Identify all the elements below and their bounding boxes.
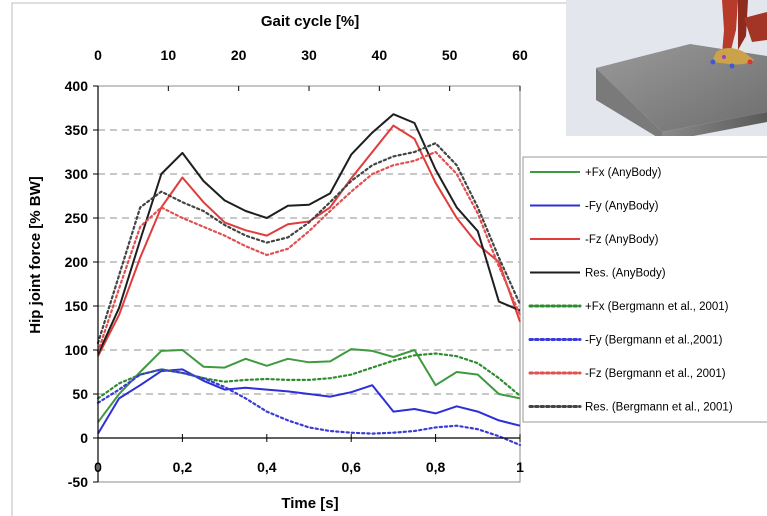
legend-label-3: Res. (AnyBody)	[585, 268, 666, 280]
y-axis-title: Hip joint force [% BW]	[27, 176, 44, 334]
y-tick-label-6: 250	[65, 210, 89, 226]
series-line-fz-bergmann-et-al-2001	[96, 150, 522, 353]
series-line-res-anybody	[97, 113, 521, 355]
legend-label-6: -Fz (Bergmann et al., 2001)	[585, 368, 726, 380]
y-tick-label-9: 400	[65, 78, 89, 94]
y-tick-label-2: 50	[72, 386, 88, 402]
x2-tick-label-4: 40	[372, 47, 388, 63]
legend-label-1: -Fy (AnyBody)	[585, 201, 659, 213]
axes	[93, 85, 521, 483]
x2-tick-label-2: 20	[231, 47, 247, 63]
legend-label-5: -Fy (Bergmann et al.,2001)	[585, 335, 723, 347]
y-tick-label-7: 300	[65, 166, 89, 182]
x-tick-label-4: 0,8	[426, 459, 446, 475]
x-tick-label-2: 0,4	[257, 459, 277, 475]
series-layer	[96, 113, 522, 447]
x-tick-label-0: 0	[94, 459, 102, 475]
x2-tick-label-5: 50	[442, 47, 458, 63]
x-axis-title: Time [s]	[281, 495, 338, 512]
y-tick-label-3: 100	[65, 342, 89, 358]
x-tick-label-5: 1	[516, 459, 524, 475]
series-line-fx-anybody	[97, 348, 521, 423]
y-tick-label-0: -50	[68, 474, 88, 490]
series-line-res-bergmann-et-al-2001	[96, 142, 522, 345]
y-tick-label-8: 350	[65, 122, 89, 138]
x2-tick-label-3: 30	[301, 47, 317, 63]
legend: +Fx (AnyBody) -Fy (AnyBody) -Fz (AnyBody) R…	[528, 167, 733, 414]
plot-area	[97, 85, 521, 483]
x-tick-label-1: 0,2	[173, 459, 193, 475]
legend-label-0: +Fx (AnyBody)	[585, 167, 662, 179]
y-tick-label-4: 150	[65, 298, 89, 314]
x-tick-label-3: 0,6	[341, 459, 361, 475]
x2-axis-title: Gait cycle [%]	[261, 13, 359, 30]
y-tick-label-1: 0	[80, 430, 88, 446]
x2-tick-label-0: 0	[94, 47, 102, 63]
legend-label-2: -Fz (AnyBody)	[585, 234, 659, 246]
musculoskeletal-render-image	[566, 0, 767, 136]
y-tick-label-5: 200	[65, 254, 89, 270]
legend-label-4: +Fx (Bergmann et al., 2001)	[585, 301, 729, 313]
x2-tick-label-1: 10	[161, 47, 177, 63]
legend-label-7: Res. (Bergmann et al., 2001)	[585, 402, 733, 414]
series-line-fy-bergmann-et-al-2001	[96, 368, 522, 447]
x2-tick-label-6: 60	[512, 47, 528, 63]
legend-box	[522, 156, 767, 423]
